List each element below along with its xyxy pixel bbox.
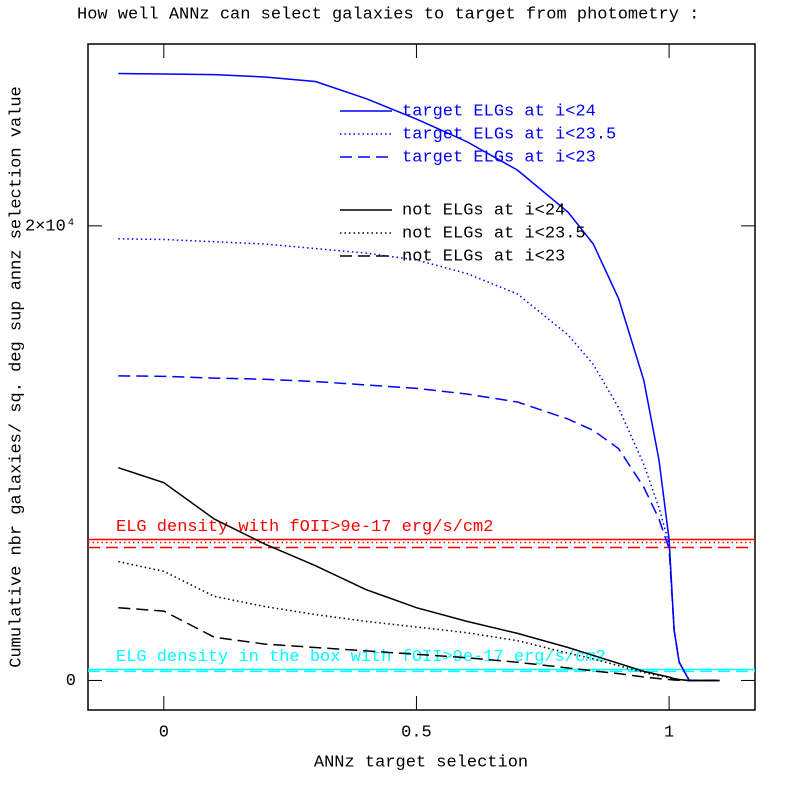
legend-label: target ELGs at i<24 — [402, 102, 596, 121]
plot-frame — [87, 43, 756, 711]
series-line — [118, 466, 720, 682]
y-tick-label: 0 — [66, 672, 76, 691]
reference-label: ELG density in the box with fOII>9e-17 e… — [116, 648, 606, 667]
x-axis-label: ANNz target selection — [314, 753, 528, 772]
reference-label: ELG density with fOII>9e-17 erg/s/cm2 — [116, 518, 493, 537]
legend-label: target ELGs at i<23.5 — [402, 125, 616, 144]
series-line — [118, 560, 720, 682]
y-axis-label: Cumulative nbr galaxies/ sq. deg sup ann… — [7, 86, 26, 668]
x-tick-label: 0.5 — [401, 723, 432, 742]
legend-label: not ELGs at i<23.5 — [402, 224, 586, 243]
legend-label: target ELGs at i<23 — [402, 148, 596, 167]
series-line — [118, 375, 720, 682]
x-tick-label: 1 — [664, 723, 674, 742]
y-tick-label: 2×10⁴ — [25, 217, 76, 236]
series-line — [118, 238, 720, 682]
legend-label: not ELGs at i<23 — [402, 247, 565, 266]
x-tick-label: 0 — [159, 723, 169, 742]
series-line — [118, 606, 720, 682]
chart-title: How well ANNz can select galaxies to tar… — [77, 5, 699, 24]
legend-label: not ELGs at i<24 — [402, 201, 565, 220]
